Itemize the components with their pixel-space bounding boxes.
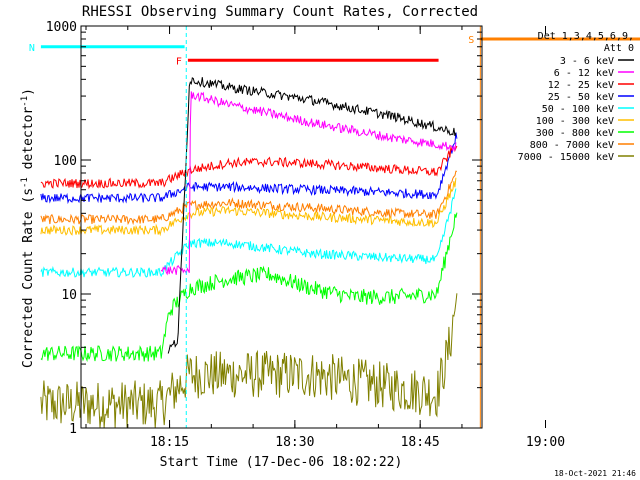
flag-label-2: S [468, 35, 474, 46]
legend-header-1: Att 0 [604, 43, 634, 54]
x-tick-label-0: 18:15 [150, 435, 189, 450]
x-tick-label-3: 19:00 [526, 435, 565, 450]
series-line-8-0 [40, 293, 458, 429]
y-tick-label-1: 10 [61, 288, 77, 303]
legend-label-7: 800 - 7000 keV [530, 140, 614, 151]
series-line-6-0 [40, 212, 458, 363]
legend-label-4: 50 - 100 keV [542, 104, 614, 115]
plot-frame [80, 25, 483, 429]
plot-area: N F S [29, 26, 640, 429]
x-tick-label-2: 18:45 [401, 435, 440, 450]
legend-label-6: 300 - 800 keV [536, 128, 614, 139]
series-line-7-0 [40, 170, 457, 226]
series-line-5-0 [40, 177, 457, 237]
footer-timestamp: 18-Oct-2021 21:46 [554, 469, 636, 478]
legend-label-3: 25 - 50 keV [548, 92, 614, 103]
flag-label-0: N [29, 43, 35, 54]
legend-label-2: 12 - 25 keV [548, 80, 614, 91]
flag-label-1: F [176, 56, 182, 67]
series-line-2-0 [40, 145, 458, 190]
x-tick-label-1: 18:30 [275, 435, 314, 450]
series-line-0-0 [167, 77, 457, 354]
y-tick-label-2: 100 [54, 154, 77, 169]
y-tick-label-3: 1000 [46, 20, 77, 35]
y-tick-label-0: 1 [69, 422, 77, 437]
series-line-3-0 [40, 132, 458, 205]
legend-label-1: 6 - 12 keV [554, 68, 614, 79]
legend-label-8: 7000 - 15000 keV [518, 152, 614, 163]
series-line-4-0 [40, 188, 457, 278]
x-axis-label: Start Time (17-Dec-06 18:02:22) [160, 455, 403, 470]
y-axis-label: Corrected Count Rate (s-1 detector-1) [20, 88, 36, 368]
legend-label-5: 100 - 300 keV [536, 116, 614, 127]
series-line-1-0 [160, 91, 457, 276]
chart-title: RHESSI Observing Summary Count Rates, Co… [82, 4, 478, 20]
legend-header-0: Det 1,3,4,5,6,9, [538, 31, 634, 42]
legend-label-0: 3 - 6 keV [560, 56, 614, 67]
